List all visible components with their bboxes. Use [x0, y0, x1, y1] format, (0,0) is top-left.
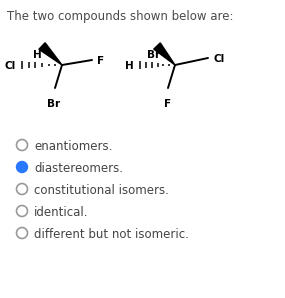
Circle shape: [17, 162, 27, 173]
Text: constitutional isomers.: constitutional isomers.: [34, 184, 169, 196]
Text: Cl: Cl: [5, 61, 16, 71]
Text: different but not isomeric.: different but not isomeric.: [34, 227, 189, 240]
Text: The two compounds shown below are:: The two compounds shown below are:: [7, 10, 233, 23]
Text: enantiomers.: enantiomers.: [34, 139, 112, 153]
Polygon shape: [154, 43, 175, 65]
Text: identical.: identical.: [34, 206, 89, 218]
Polygon shape: [39, 43, 62, 65]
Text: F: F: [97, 56, 104, 66]
Circle shape: [17, 139, 27, 150]
Text: Br: Br: [147, 50, 160, 60]
Circle shape: [17, 206, 27, 217]
Text: Br: Br: [47, 99, 60, 109]
Text: F: F: [164, 99, 172, 109]
Circle shape: [17, 227, 27, 238]
Text: H: H: [32, 50, 41, 60]
Text: diastereomers.: diastereomers.: [34, 162, 123, 175]
Text: Cl: Cl: [213, 54, 224, 64]
Circle shape: [17, 184, 27, 195]
Text: H: H: [125, 61, 134, 71]
